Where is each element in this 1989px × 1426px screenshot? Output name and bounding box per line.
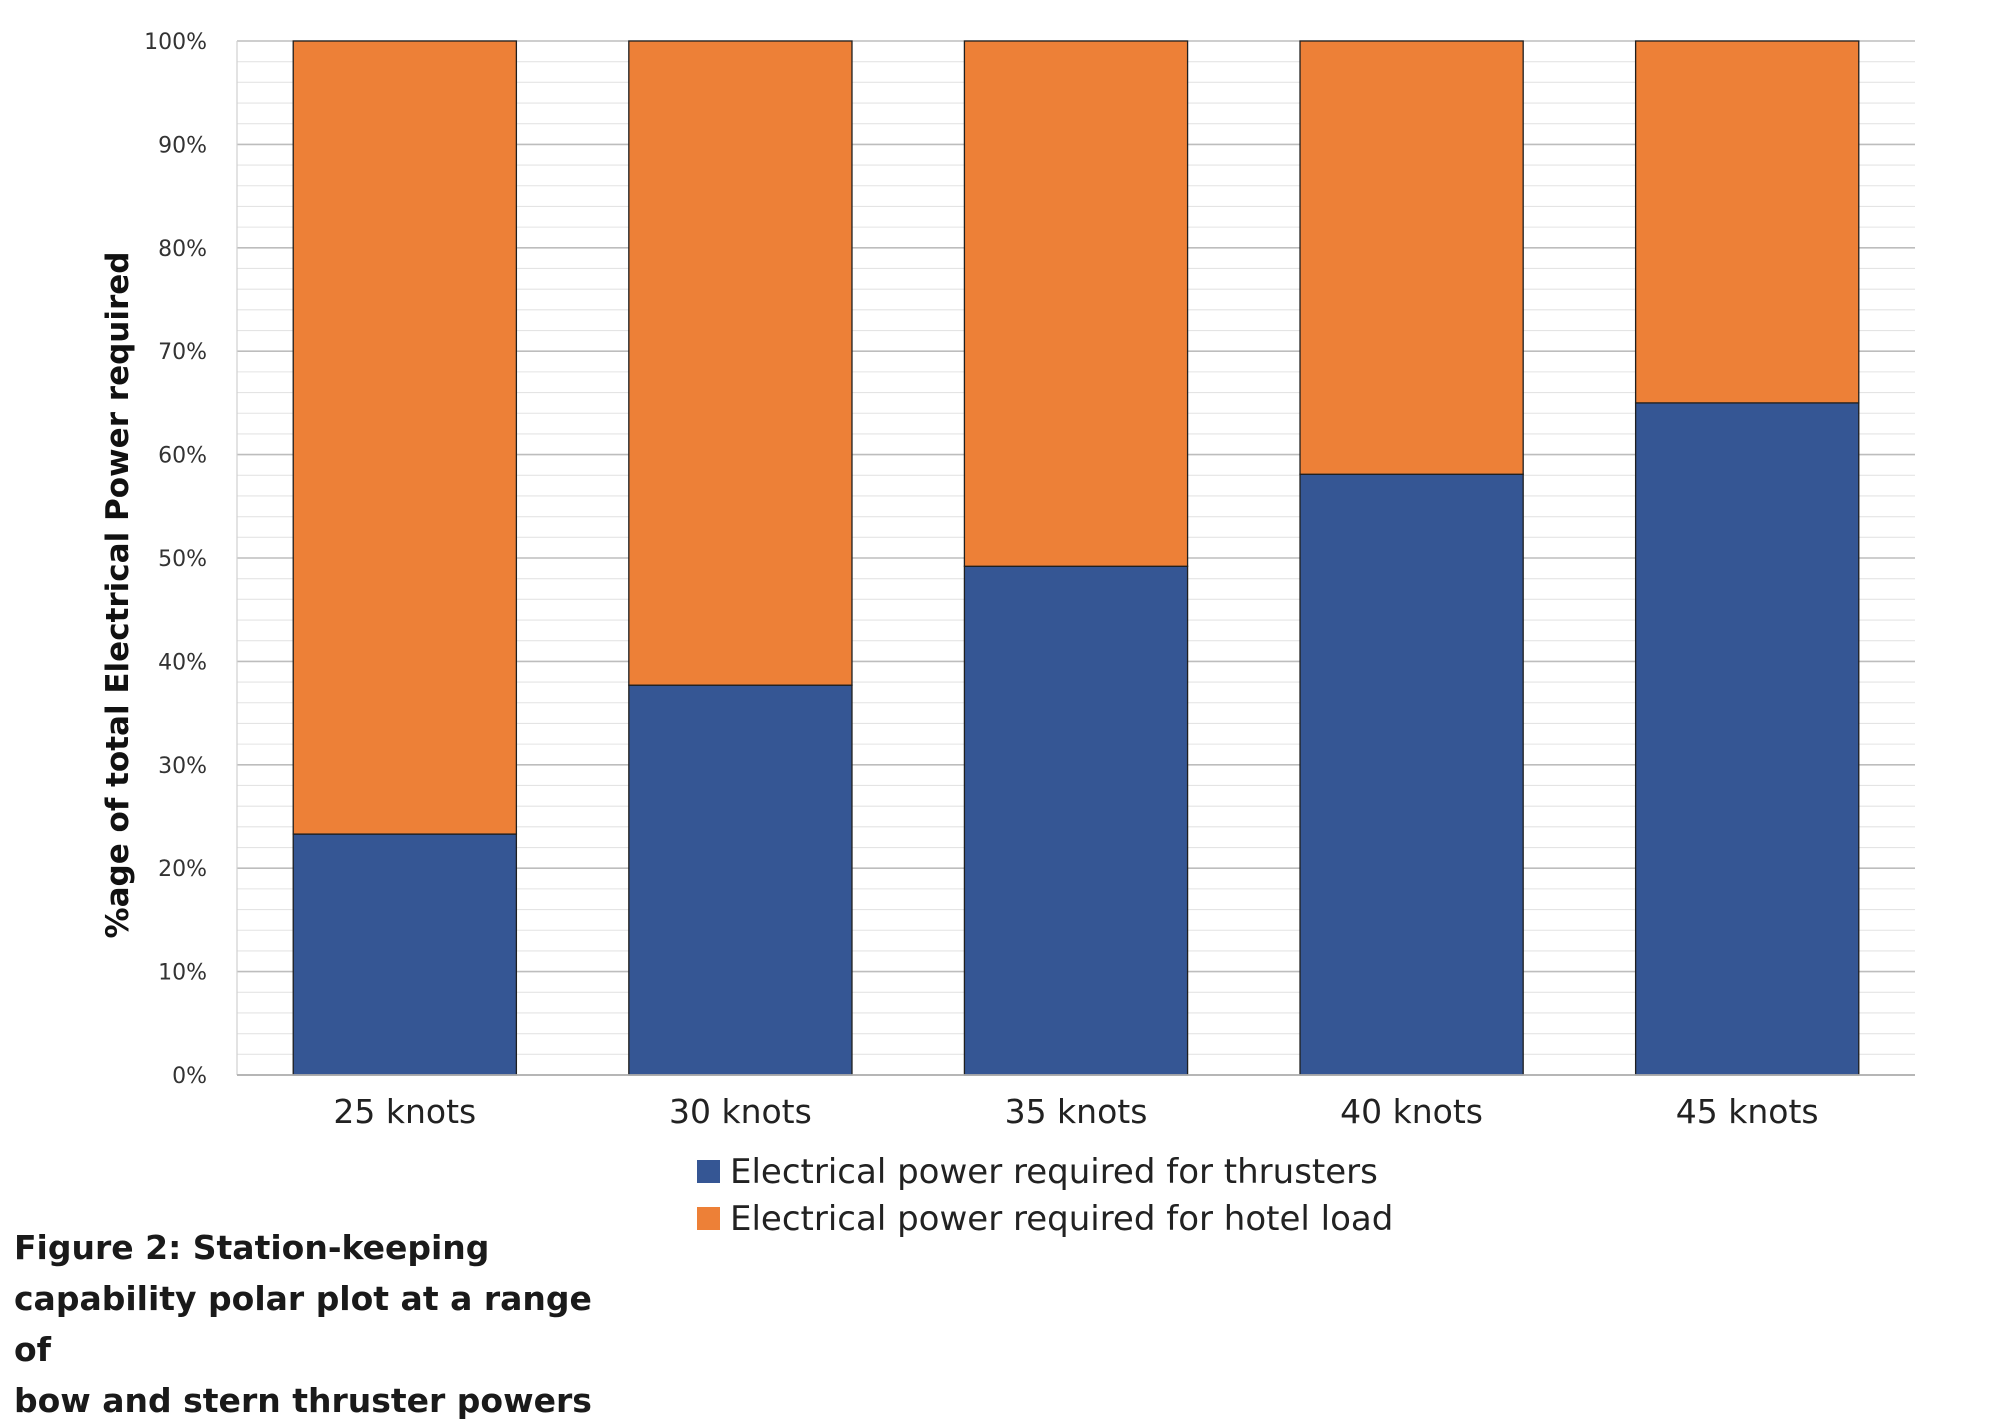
- bar-segment-hotel-load: [292, 40, 518, 835]
- bars: [237, 40, 1915, 1076]
- bar-segment-hotel-load: [1634, 40, 1860, 404]
- x-tick-label: 25 knots: [333, 1092, 476, 1131]
- y-tick-label: 10%: [158, 961, 207, 986]
- bar-segment-thrusters: [1299, 473, 1524, 1076]
- bar-segment-thrusters: [628, 684, 853, 1076]
- y-tick-label: 90%: [158, 133, 207, 158]
- figure-caption: Figure 2: Station-keeping capability pol…: [14, 1222, 614, 1426]
- y-tick-label: 60%: [158, 444, 207, 469]
- caption-line-3: bow and stern thruster powers: [14, 1381, 592, 1420]
- y-tick-label: 40%: [158, 650, 207, 675]
- bar-segment-thrusters: [1634, 402, 1860, 1076]
- x-tick-label: 40 knots: [1340, 1092, 1483, 1131]
- y-axis-label: %age of total Electrical Power required: [100, 252, 136, 939]
- y-tick-label: 30%: [158, 754, 207, 779]
- bar-segment-hotel-load: [963, 40, 1189, 567]
- legend-swatch-thrusters: [697, 1160, 720, 1183]
- y-tick-label: 100%: [144, 30, 207, 55]
- y-tick-label: 20%: [158, 857, 207, 882]
- legend-label-hotel-load: Electrical power required for hotel load: [730, 1199, 1393, 1239]
- bar-segment-thrusters: [292, 833, 518, 1076]
- y-tick-label: 0%: [172, 1064, 207, 1089]
- x-tick-label: 45 knots: [1676, 1092, 1819, 1131]
- y-tick-label: 70%: [158, 340, 207, 365]
- legend-label-thrusters: Electrical power required for thrusters: [730, 1152, 1378, 1192]
- caption-line-1: Figure 2: Station-keeping: [14, 1228, 490, 1267]
- legend-swatch-hotel-load: [697, 1207, 720, 1230]
- y-tick-label: 80%: [158, 237, 207, 262]
- y-tick-label: 50%: [158, 547, 207, 572]
- stacked-bar-chart: 0% 10% 20% 30% 40% 50% 60% 70% 80% 90% 100% 25 kno…: [100, 30, 1915, 1239]
- caption-line-2: capability polar plot at a range of: [14, 1279, 592, 1369]
- bar-segment-hotel-load: [1299, 40, 1524, 475]
- legend: Electrical power required for thrusters …: [697, 1152, 1393, 1239]
- x-axis-ticks: 25 knots 30 knots 35 knots 40 knots 45 knots: [333, 1092, 1818, 1131]
- y-axis-ticks: 0% 10% 20% 30% 40% 50% 60% 70% 80% 90% 100%: [144, 30, 207, 1089]
- x-tick-label: 35 knots: [1005, 1092, 1148, 1131]
- bar-segment-hotel-load: [628, 40, 853, 686]
- bar-segment-thrusters: [963, 565, 1189, 1076]
- x-tick-label: 30 knots: [669, 1092, 812, 1131]
